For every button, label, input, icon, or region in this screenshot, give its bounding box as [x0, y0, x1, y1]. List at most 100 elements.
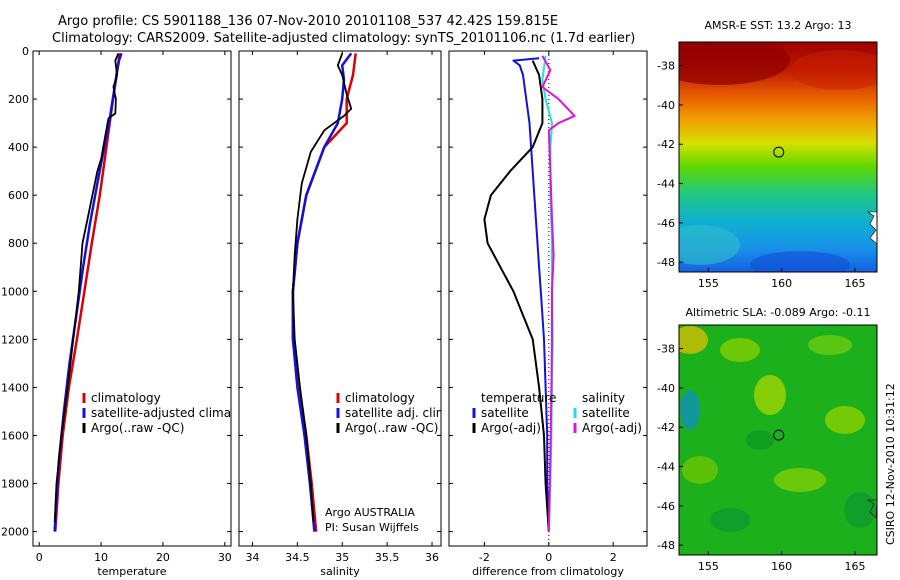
- x-tick-label: 34: [245, 551, 259, 564]
- y-tick-label: 1200: [1, 333, 29, 346]
- legend-heading: temperature: [481, 391, 556, 405]
- credit-pi: PI: Susan Wijffels: [325, 521, 419, 534]
- y-tick-label: -48: [657, 256, 675, 269]
- x-tick-label: 35.5: [375, 551, 400, 564]
- temperature-panel: 0 200 400 600 800 1000 1200 1400 1600 1800 2000 0 10…: [1, 45, 232, 578]
- y-tick-label: -46: [657, 217, 675, 230]
- y-tick-label: 1800: [1, 478, 29, 491]
- argo-float-marker: [773, 429, 785, 441]
- series-line-0: [512, 57, 550, 532]
- x-tick-label: 155: [698, 560, 719, 573]
- coast-icon: [867, 211, 877, 245]
- y-tick-label: -42: [657, 138, 675, 151]
- series-line-1: [53, 52, 123, 532]
- legend-label: Argo(..raw -QC): [91, 421, 184, 435]
- difference-x-axis-label: difference from climatology: [472, 565, 624, 578]
- difference-legend: temperaturesatelliteArgo(-adj)salinitysa…: [472, 391, 642, 435]
- series-line-2: [291, 53, 353, 523]
- x-tick-label: 2: [610, 551, 617, 564]
- figure-title-line2: Climatology: CARS2009. Satellite-adjuste…: [52, 31, 635, 46]
- legend-label: satellite: [582, 406, 630, 420]
- credit-timestamp: CSIRO 12-Nov-2010 10:31:12: [884, 383, 897, 545]
- legend-label: satellite: [481, 406, 529, 420]
- sst-map-title: AMSR-E SST: 13.2 Argo: 13: [704, 19, 851, 32]
- sst-map-axes: 155 160 165 -38 -40 -42 -44 -46 -48: [657, 60, 865, 290]
- y-tick-label: -44: [657, 178, 675, 191]
- sla-eddies: [679, 326, 876, 532]
- series-line-0: [291, 53, 357, 532]
- y-tick-label: -38: [657, 343, 675, 356]
- legend-label: Argo(..raw -QC): [345, 421, 438, 435]
- y-tick-label: 1400: [1, 381, 29, 394]
- difference-series: [483, 55, 576, 532]
- y-tick-label: 1600: [1, 429, 29, 442]
- x-tick-label: 160: [771, 560, 792, 573]
- legend-heading: salinity: [582, 391, 625, 405]
- x-tick-label: -2: [479, 551, 490, 564]
- x-tick-label: 20: [156, 551, 170, 564]
- x-tick-label: 155: [698, 277, 719, 290]
- sst-cool-pool: [679, 225, 740, 265]
- coast-icon: [867, 499, 877, 519]
- salinity-x-axis-label: salinity: [320, 565, 360, 578]
- y-tick-label: -42: [657, 421, 675, 434]
- temperature-axes-frame: [32, 50, 232, 547]
- credit-institution: Argo AUSTRALIA: [325, 506, 415, 519]
- y-tick-label: 1000: [1, 285, 29, 298]
- x-tick-label: 34.5: [285, 551, 310, 564]
- temperature-series: [53, 52, 123, 532]
- x-tick-label: 30: [218, 551, 232, 564]
- y-tick-label: -46: [657, 500, 675, 513]
- series-line-3: [541, 55, 576, 532]
- sst-map: AMSR-E SST: 13.2 Argo: 13 155 160 165 -38 -4…: [657, 19, 878, 290]
- x-tick-label: 10: [94, 551, 108, 564]
- figure-title-line1: Argo profile: CS 5901188_136 07-Nov-2010…: [58, 14, 558, 29]
- x-tick-label: 0: [36, 551, 43, 564]
- sst-map-frame: [678, 41, 878, 273]
- y-tick-label: 400: [8, 141, 29, 154]
- y-tick-label: 0: [22, 45, 29, 58]
- series-line-1: [483, 60, 550, 532]
- y-tick-label: -40: [657, 99, 675, 112]
- sla-map: Altimetric SLA: -0.089 Argo: -0.11 155 16…: [657, 306, 878, 573]
- sla-map-frame: [678, 324, 878, 556]
- sst-warm-core: [679, 42, 790, 85]
- x-tick-label: 36: [425, 551, 439, 564]
- sst-warm-tongue: [790, 50, 877, 90]
- y-tick-label: 600: [8, 189, 29, 202]
- legend-label: Argo(-adj): [582, 421, 642, 435]
- y-tick-label: 800: [8, 237, 29, 250]
- legend-label: Argo(-adj): [481, 421, 541, 435]
- series-line-2: [53, 53, 120, 523]
- legend-label: satellite-adjusted climatology: [91, 406, 269, 420]
- y-tick-label: -44: [657, 461, 675, 474]
- legend-label: climatology: [345, 391, 415, 405]
- salinity-panel: 34 34.5 35 35.5 36 salinity: [238, 50, 442, 578]
- x-tick-label: 165: [845, 560, 866, 573]
- legend-label: satellite adj. clim.: [345, 406, 451, 420]
- sla-map-axes: 155 160 165 -38 -40 -42 -44 -46 -48: [657, 343, 865, 573]
- series-line-1: [291, 52, 353, 532]
- temperature-x-axis-label: temperature: [97, 565, 166, 578]
- y-tick-label: -48: [657, 539, 675, 552]
- argo-float-marker: [773, 146, 785, 158]
- x-tick-label: 0: [545, 551, 552, 564]
- y-tick-label: -38: [657, 60, 675, 73]
- salinity-series: [291, 52, 357, 532]
- x-tick-label: 160: [771, 277, 792, 290]
- y-tick-label: 200: [8, 93, 29, 106]
- sla-map-title: Altimetric SLA: -0.089 Argo: -0.11: [686, 306, 871, 319]
- x-tick-label: 165: [845, 277, 866, 290]
- difference-axes-frame: [448, 50, 648, 547]
- y-tick-label: -40: [657, 382, 675, 395]
- legend-label: climatology: [91, 391, 161, 405]
- salinity-axes-frame: [238, 50, 442, 547]
- sst-cold-patch: [750, 251, 850, 272]
- y-tick-label: 2000: [1, 526, 29, 539]
- x-tick-label: 35: [335, 551, 349, 564]
